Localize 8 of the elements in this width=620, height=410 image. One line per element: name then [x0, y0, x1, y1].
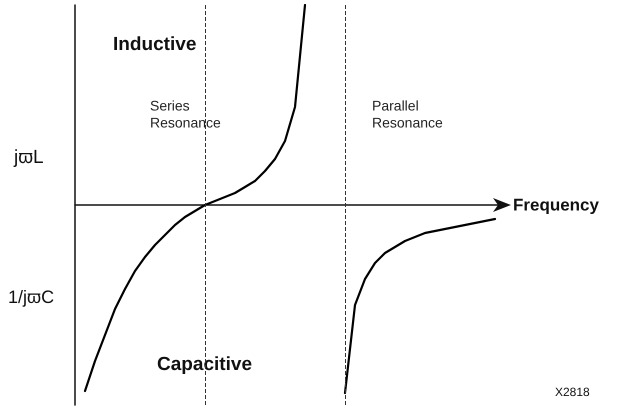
- x-axis-title: Frequency: [513, 196, 600, 214]
- annotation: Inductive: [113, 34, 196, 55]
- text: X2818: [555, 385, 590, 399]
- text: Series Resonance: [150, 98, 221, 130]
- annotation: Capacitive: [157, 354, 252, 375]
- text: 1/jϖC: [8, 287, 54, 307]
- text: jϖL: [13, 147, 44, 168]
- text: Parallel Resonance: [372, 98, 443, 130]
